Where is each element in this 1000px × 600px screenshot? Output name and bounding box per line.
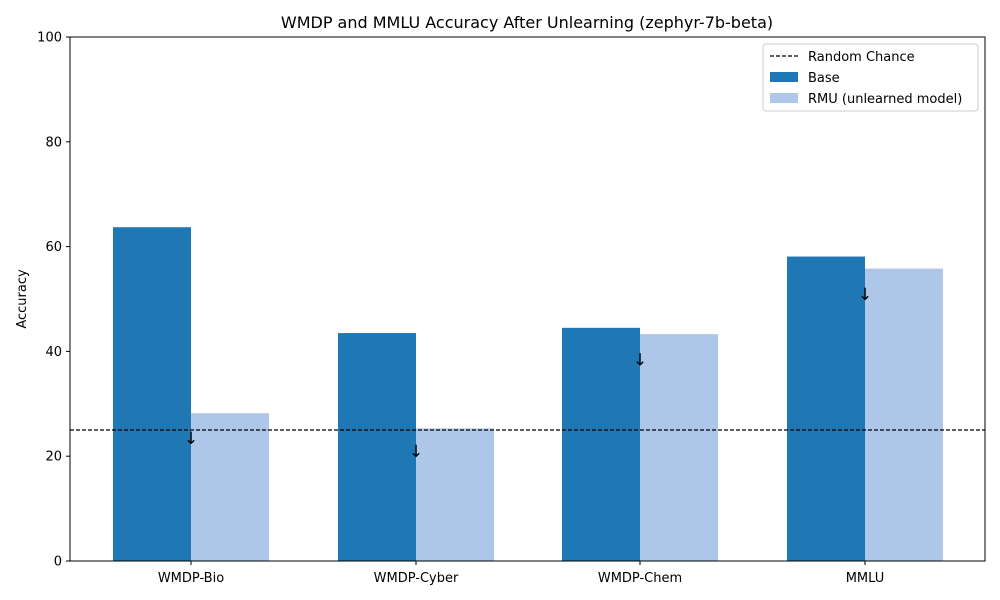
y-tick-label: 60 bbox=[45, 240, 62, 255]
y-tick-label: 80 bbox=[45, 135, 62, 150]
chart-title: WMDP and MMLU Accuracy After Unlearning … bbox=[281, 13, 773, 32]
y-axis-title: Accuracy bbox=[15, 269, 30, 329]
bar-base-wmdp-bio bbox=[113, 227, 191, 561]
down-arrow-icon: ↓ bbox=[184, 429, 198, 449]
bar-base-wmdp-chem bbox=[562, 327, 640, 561]
legend-label-base: Base bbox=[808, 71, 840, 86]
x-tick-label: WMDP-Chem bbox=[598, 571, 682, 586]
annotation-layer: ↓ ↓ ↓ ↓ bbox=[184, 285, 872, 462]
bar-rmu-wmdp-cyber bbox=[416, 428, 494, 561]
down-arrow-icon: ↓ bbox=[409, 442, 423, 462]
x-tick-label: WMDP-Bio bbox=[158, 571, 224, 586]
bar-base-wmdp-cyber bbox=[338, 333, 416, 561]
bar-rmu-wmdp-bio bbox=[191, 413, 269, 561]
legend-label-random-chance: Random Chance bbox=[808, 50, 915, 65]
y-tick-label: 40 bbox=[45, 345, 62, 360]
bars-layer bbox=[113, 227, 943, 561]
down-arrow-icon: ↓ bbox=[858, 285, 872, 305]
legend-frame bbox=[762, 43, 979, 112]
plot-frame bbox=[69, 36, 986, 562]
bar-rmu-wmdp-chem bbox=[640, 334, 718, 561]
y-tick-label: 100 bbox=[37, 31, 62, 46]
legend: Random Chance Base RMU (unlearned model) bbox=[762, 43, 979, 112]
bar-base-mmlu bbox=[787, 256, 865, 561]
y-tick-label: 20 bbox=[45, 450, 62, 465]
x-tick-label: MMLU bbox=[846, 571, 885, 586]
legend-label-rmu: RMU (unlearned model) bbox=[808, 92, 962, 107]
down-arrow-icon: ↓ bbox=[633, 350, 647, 370]
legend-swatch-base bbox=[770, 72, 798, 82]
y-tick-label: 0 bbox=[54, 555, 62, 570]
axes-layer: 0 20 40 60 80 100 WMDP-Bio WMDP-Cyber WMDP-Chem M… bbox=[37, 31, 986, 586]
legend-swatch-rmu bbox=[770, 93, 798, 103]
bar-rmu-mmlu bbox=[865, 268, 943, 561]
x-tick-label: WMDP-Cyber bbox=[374, 571, 459, 586]
